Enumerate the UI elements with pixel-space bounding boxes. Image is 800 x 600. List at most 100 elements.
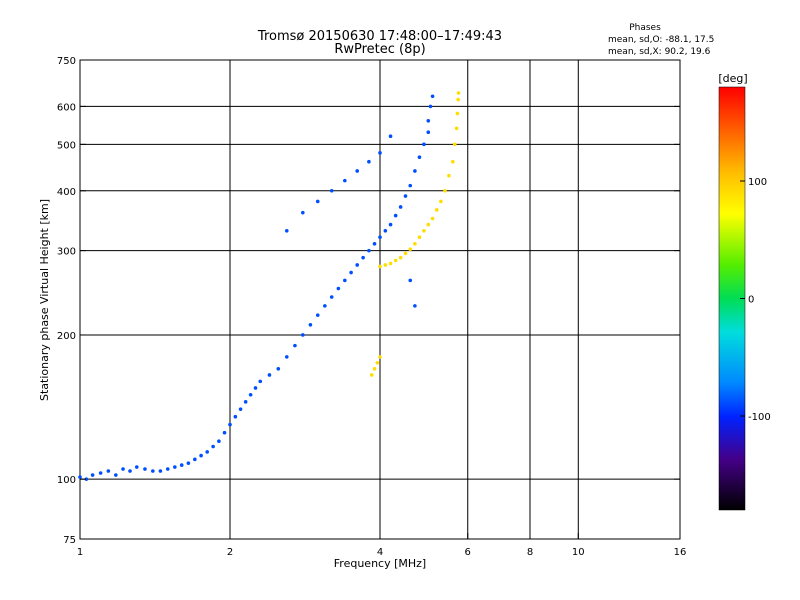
x-tick-label: 10 [572, 547, 585, 558]
chart-subtitle: RwPretec (8p) [334, 42, 425, 57]
data-point [355, 263, 359, 267]
y-tick-label: 300 [57, 247, 76, 258]
data-point [329, 295, 334, 299]
data-point [417, 235, 422, 239]
colorbar-tick-label: 100 [748, 177, 767, 188]
data-point [430, 94, 435, 99]
data-point [413, 304, 417, 308]
data-point [408, 278, 413, 283]
data-point [378, 355, 382, 359]
x-tick-label: 1 [77, 547, 83, 558]
y-tick-label: 600 [57, 102, 76, 113]
data-point [267, 373, 272, 377]
data-point [193, 457, 197, 462]
data-point [378, 151, 382, 155]
chart-title: Tromsø 20150630 17:48:00–17:49:43 [257, 29, 502, 44]
data-point [428, 104, 433, 109]
x-tick-label: 6 [465, 547, 471, 558]
data-point [422, 142, 426, 147]
data-point [378, 264, 382, 269]
x-axis-ticks: 1 2 4 6 8 10 16 [77, 533, 687, 558]
data-point [78, 475, 82, 479]
data-point [276, 366, 281, 371]
data-point [452, 142, 457, 147]
data-point [253, 386, 258, 390]
colorbar-tick-label: -100 [748, 412, 771, 423]
data-point [388, 222, 393, 227]
data-point [361, 255, 365, 260]
colorbar-tick-label: 0 [748, 295, 754, 306]
data-point [417, 155, 422, 160]
data-point [454, 126, 459, 131]
data-point [451, 159, 455, 164]
y-tick-label: 400 [57, 187, 76, 198]
data-point [343, 278, 347, 283]
data-point [205, 450, 209, 454]
data-point [413, 241, 417, 246]
data-point [90, 473, 95, 477]
data-point [106, 469, 111, 473]
data-point [134, 465, 139, 469]
data-point [349, 270, 353, 275]
data-point [393, 213, 398, 218]
data-point [426, 222, 431, 227]
data-point [121, 467, 125, 471]
data-point [233, 414, 238, 419]
data-point [388, 134, 393, 138]
stats-x-mode: mean, sd,X: 90.2, 19.6 [608, 47, 711, 57]
data-point [388, 261, 393, 266]
data-point [434, 208, 439, 212]
x-tick-label: 2 [227, 547, 233, 558]
data-point [179, 463, 184, 467]
y-tick-label: 750 [57, 56, 76, 67]
x-tick-label: 16 [674, 547, 687, 558]
data-point [369, 373, 374, 377]
data-point [315, 199, 320, 204]
data-point [426, 118, 431, 123]
data-point [367, 159, 371, 164]
data-point [329, 188, 334, 193]
data-point [456, 91, 461, 95]
y-tick-label: 75 [63, 535, 76, 546]
data-point [248, 393, 253, 397]
data-point [228, 422, 232, 427]
x-axis-title: Frequency [MHz] [334, 557, 426, 570]
y-tick-label: 500 [57, 140, 76, 151]
data-point [403, 194, 408, 198]
data-point [372, 366, 377, 371]
data-point [447, 173, 451, 178]
data-point [238, 407, 243, 411]
data-point [284, 355, 289, 359]
stats-o-mode: mean, sd,O: -88.1, 17.5 [608, 35, 714, 45]
colorbar-label: [deg] [718, 72, 747, 85]
data-point [439, 199, 443, 204]
data-point [258, 379, 263, 384]
data-point [430, 216, 435, 221]
data-point [222, 430, 227, 435]
y-tick-label: 200 [57, 331, 76, 342]
x-tick-label: 4 [377, 547, 383, 558]
data-point [165, 467, 170, 471]
data-point [186, 461, 191, 465]
data-point [199, 453, 203, 458]
data-point [343, 178, 347, 183]
data-point [443, 188, 447, 193]
data-point [456, 97, 460, 102]
data-point [243, 400, 248, 404]
data-point [114, 473, 118, 477]
data-point [375, 360, 380, 365]
data-point [315, 313, 320, 317]
data-point [422, 228, 426, 233]
colorbar-ticks: 100 0 -100 [740, 177, 771, 423]
y-tick-label: 100 [57, 475, 76, 486]
data-point [372, 241, 377, 246]
data-point [143, 467, 147, 471]
data-points [78, 91, 461, 481]
data-point [336, 286, 341, 291]
data-point [383, 263, 388, 267]
data-point [308, 323, 313, 327]
data-point [378, 235, 382, 239]
data-point [173, 465, 177, 469]
data-point [158, 469, 163, 473]
data-point [301, 333, 305, 337]
